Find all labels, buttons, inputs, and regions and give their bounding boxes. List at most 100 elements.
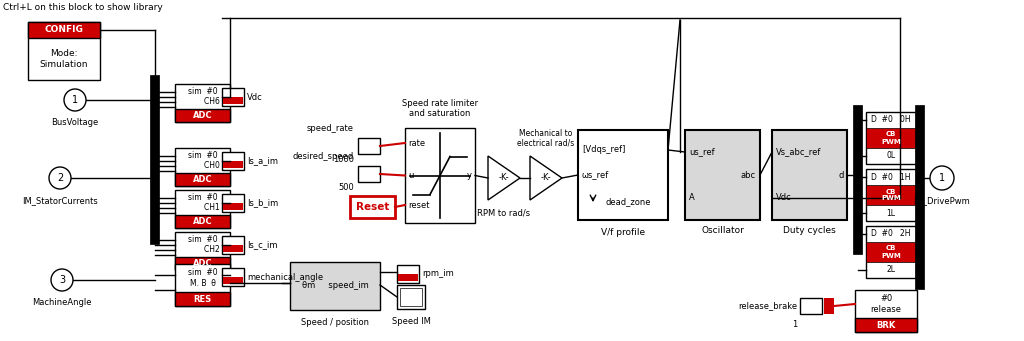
Bar <box>685 130 760 220</box>
Bar <box>866 226 916 278</box>
Text: 3: 3 <box>59 275 66 285</box>
Bar <box>28 22 100 38</box>
Text: reset: reset <box>408 201 429 209</box>
Text: Speed IM: Speed IM <box>391 317 430 326</box>
Bar <box>175 109 230 122</box>
Text: Ctrl+L on this block to show library: Ctrl+L on this block to show library <box>3 3 163 12</box>
Text: Speed / position: Speed / position <box>301 318 369 327</box>
Text: sim  #0
        CH1: sim #0 CH1 <box>185 193 220 212</box>
Text: ADC: ADC <box>193 217 212 226</box>
Bar <box>175 257 230 270</box>
Circle shape <box>51 269 73 291</box>
Text: Vdc: Vdc <box>776 193 792 203</box>
Bar <box>350 196 395 218</box>
Bar <box>397 285 425 309</box>
Text: ADC: ADC <box>193 259 212 268</box>
Bar <box>175 232 230 270</box>
Text: BusVoltage: BusVoltage <box>51 118 98 127</box>
Text: CB
PWM: CB PWM <box>881 246 901 258</box>
Bar <box>175 148 230 186</box>
Text: release_brake: release_brake <box>738 301 797 311</box>
Polygon shape <box>530 156 562 200</box>
Text: 0L: 0L <box>887 151 896 161</box>
Bar <box>406 128 475 223</box>
Bar <box>397 265 419 283</box>
Text: 2L: 2L <box>887 266 896 275</box>
Bar <box>358 138 380 154</box>
Text: desired_speed: desired_speed <box>293 152 354 161</box>
Text: rpm_im: rpm_im <box>422 269 454 279</box>
Bar <box>28 22 100 80</box>
Text: A: A <box>689 193 694 203</box>
Circle shape <box>930 166 954 190</box>
Text: ADC: ADC <box>193 111 212 120</box>
Text: CB
PWM: CB PWM <box>881 189 901 202</box>
Bar <box>398 274 418 281</box>
Text: abc: abc <box>741 170 756 179</box>
Bar <box>866 185 916 205</box>
Text: [Vdqs_ref]: [Vdqs_ref] <box>582 146 626 154</box>
Text: MachineAngle: MachineAngle <box>32 298 92 307</box>
Text: u: u <box>408 171 414 180</box>
Text: Is_c_im: Is_c_im <box>247 240 278 250</box>
Text: rate: rate <box>408 138 425 148</box>
Text: ADC: ADC <box>193 175 212 184</box>
Bar <box>222 88 244 106</box>
Text: D  #0   2H: D #0 2H <box>871 229 910 238</box>
Bar <box>772 130 847 220</box>
Bar <box>855 290 918 332</box>
Bar <box>800 298 822 314</box>
Text: dead_zone: dead_zone <box>606 197 651 207</box>
Text: CONFIG: CONFIG <box>45 26 83 34</box>
Circle shape <box>63 89 86 111</box>
Text: Is_b_im: Is_b_im <box>247 198 279 208</box>
Text: IM_DrivePwm: IM_DrivePwm <box>913 196 971 205</box>
Text: sim  #0
        CH0: sim #0 CH0 <box>185 151 220 170</box>
Text: Reset: Reset <box>355 202 389 212</box>
Bar <box>223 203 243 210</box>
Bar <box>855 318 918 332</box>
Bar <box>175 264 230 306</box>
Bar <box>578 130 668 220</box>
Text: Duty cycles: Duty cycles <box>783 226 836 235</box>
Text: V/f profile: V/f profile <box>601 228 645 237</box>
Bar <box>222 194 244 212</box>
Circle shape <box>49 167 71 189</box>
Text: 1: 1 <box>939 173 945 183</box>
Bar <box>866 112 916 164</box>
Text: sim  #0
        CH2: sim #0 CH2 <box>185 235 220 254</box>
Text: IM_StatorCurrents: IM_StatorCurrents <box>23 196 98 205</box>
Text: -K-: -K- <box>499 174 509 182</box>
Bar <box>290 262 380 310</box>
Text: RPM to rad/s: RPM to rad/s <box>477 208 530 217</box>
Bar <box>223 97 243 104</box>
Text: BRK: BRK <box>877 321 896 329</box>
Text: 1L: 1L <box>887 208 896 218</box>
Bar <box>175 84 230 122</box>
Text: θm     speed_im: θm speed_im <box>302 282 369 291</box>
Bar <box>223 277 243 284</box>
Text: RES: RES <box>194 295 212 303</box>
Text: 1000: 1000 <box>333 155 354 164</box>
Bar <box>223 161 243 168</box>
Text: 1: 1 <box>72 95 78 105</box>
Bar <box>866 128 916 148</box>
Bar <box>824 298 834 314</box>
Text: Vs_abc_ref: Vs_abc_ref <box>776 148 821 157</box>
Bar <box>175 292 230 306</box>
Bar <box>358 166 380 182</box>
Bar <box>222 152 244 170</box>
Text: Mode:
Simulation: Mode: Simulation <box>40 49 88 69</box>
Bar <box>175 215 230 228</box>
Text: mechanical_angle: mechanical_angle <box>247 272 324 282</box>
Bar <box>400 288 422 306</box>
Bar <box>223 245 243 252</box>
Text: 500: 500 <box>338 183 354 192</box>
Bar <box>175 190 230 228</box>
Text: -K-: -K- <box>541 174 551 182</box>
Bar <box>866 169 916 221</box>
Text: sim  #0
        CH6: sim #0 CH6 <box>185 87 220 106</box>
Text: D  #0   0H: D #0 0H <box>871 116 910 124</box>
Text: CB
PWM: CB PWM <box>881 132 901 145</box>
Bar <box>175 173 230 186</box>
